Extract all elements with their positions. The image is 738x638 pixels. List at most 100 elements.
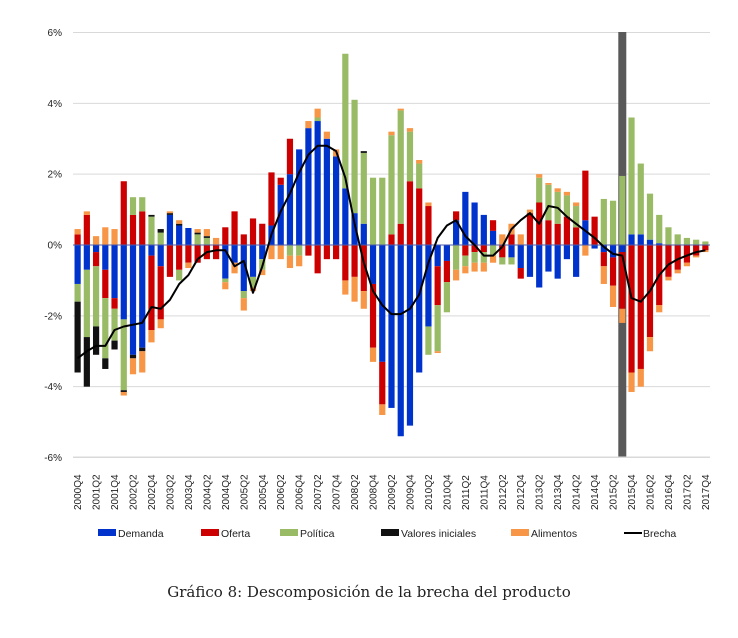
bar-demanda — [83, 245, 90, 270]
bar-política — [693, 239, 700, 245]
bar-política — [600, 198, 607, 245]
x-tick-label: 2012Q4 — [516, 474, 527, 510]
bar-alimentos — [563, 191, 571, 196]
bar-oferta — [83, 214, 90, 245]
bar-política — [379, 177, 386, 245]
bar-alimentos — [74, 229, 81, 235]
bar-política — [129, 197, 137, 215]
bar-demanda — [453, 220, 460, 245]
bar-oferta — [92, 252, 100, 267]
bar-demanda — [443, 245, 450, 261]
bar-política — [314, 117, 321, 122]
bar-demanda — [102, 245, 109, 270]
bar-política — [222, 278, 229, 283]
bar-política — [360, 152, 367, 224]
bar-demanda — [425, 245, 432, 327]
bar-oferta — [314, 245, 321, 274]
bar-política — [462, 255, 469, 267]
bar-política — [425, 326, 432, 355]
x-tick-label: 2016Q4 — [664, 474, 675, 510]
bar-alimentos — [277, 245, 284, 260]
x-tick-label: 2013Q4 — [553, 474, 564, 510]
x-axis-ticks: 2000Q4 2001Q2 2001Q4 2002Q2 2002Q4 2003Q2 2003… — [73, 456, 712, 510]
bar-política — [434, 305, 441, 352]
bar-demanda — [554, 245, 561, 279]
bar-política — [249, 276, 257, 288]
bar-alimentos — [637, 368, 644, 387]
bars — [74, 53, 709, 437]
bar-demanda — [333, 156, 340, 245]
bar-oferta — [582, 170, 589, 221]
bar-demanda — [480, 214, 487, 245]
bar-valores-iniciales — [176, 223, 183, 226]
bar-oferta — [453, 211, 460, 221]
bar-valores-iniciales — [83, 337, 90, 387]
y-tick-label: -6% — [44, 453, 62, 464]
bar-demanda — [536, 245, 543, 288]
bar-política — [480, 252, 487, 263]
bar-política — [656, 214, 663, 244]
bar-alimentos — [323, 131, 330, 139]
x-tick-label: 2008Q4 — [369, 474, 380, 510]
bar-demanda — [416, 245, 423, 373]
bar-alimentos — [573, 202, 580, 207]
bar-política — [609, 200, 617, 245]
x-tick-label: 2010Q2 — [424, 474, 435, 510]
bar-alimentos — [693, 255, 700, 258]
bar-alimentos — [212, 237, 220, 245]
legend-swatch-política — [280, 529, 298, 536]
bar-alimentos — [360, 291, 367, 309]
bar-política — [157, 232, 164, 245]
bar-política — [74, 283, 81, 302]
bar-valores-iniciales — [157, 229, 164, 233]
bar-oferta — [194, 245, 201, 263]
x-tick-label: 2017Q2 — [682, 474, 693, 510]
bar-alimentos — [111, 229, 118, 245]
bar-oferta — [305, 245, 312, 256]
bar-oferta — [333, 245, 340, 260]
bar-oferta — [259, 223, 266, 245]
brecha-line — [76, 144, 706, 360]
bar-alimentos — [619, 308, 626, 323]
bar-alimentos — [609, 285, 617, 307]
bar-demanda — [314, 121, 321, 245]
bar-política — [194, 234, 201, 245]
bar-valores-iniciales — [194, 232, 201, 235]
bar-política — [416, 163, 423, 189]
y-axis-ticks: -6% -4% -2% 0% 2% 4% 6% — [44, 28, 62, 464]
bar-política — [665, 227, 672, 245]
bar-alimentos — [268, 245, 275, 260]
bar-política — [369, 177, 377, 245]
bar-oferta — [148, 255, 155, 330]
bar-alimentos — [240, 298, 247, 311]
bar-alimentos — [314, 108, 321, 118]
y-tick-label: 4% — [48, 99, 63, 110]
x-tick-label: 2010Q4 — [442, 474, 453, 510]
bar-oferta — [480, 245, 487, 253]
x-tick-label: 2007Q4 — [332, 474, 343, 510]
x-tick-label: 2014Q4 — [590, 474, 601, 510]
bar-alimentos — [526, 209, 534, 214]
bar-oferta — [74, 234, 81, 245]
bar-alimentos — [499, 234, 506, 245]
bar-alimentos — [582, 245, 589, 256]
bar-oferta — [157, 266, 164, 320]
bar-política — [286, 245, 294, 256]
bar-oferta — [360, 245, 367, 292]
bar-demanda — [342, 188, 349, 245]
x-tick-label: 2005Q4 — [258, 474, 269, 510]
bar-demanda — [185, 228, 192, 245]
bar-valores-iniciales — [139, 347, 146, 352]
bar-política — [388, 135, 395, 235]
bar-oferta — [665, 245, 672, 277]
bar-valores-iniciales — [360, 151, 367, 153]
x-tick-label: 2009Q2 — [387, 474, 398, 510]
x-tick-label: 2016Q2 — [645, 474, 656, 510]
bar-demanda — [139, 245, 146, 348]
chart-caption: Gráfico 8: Descomposición de la brecha d… — [167, 583, 571, 601]
bar-oferta — [185, 245, 192, 263]
bar-alimentos — [471, 262, 478, 272]
bar-oferta — [268, 172, 275, 226]
bar-oferta — [702, 245, 709, 251]
y-tick-label: -2% — [44, 311, 62, 322]
